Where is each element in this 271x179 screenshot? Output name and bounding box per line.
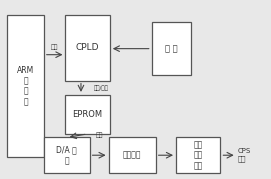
Text: ARM
单
片
机: ARM 单 片 机 bbox=[17, 66, 34, 106]
Bar bbox=[152, 22, 191, 75]
Bar bbox=[176, 137, 220, 173]
Text: 数据: 数据 bbox=[96, 133, 104, 139]
Text: 控制: 控制 bbox=[51, 45, 58, 50]
Bar bbox=[109, 137, 156, 173]
Text: 鉴分
处理
电路: 鉴分 处理 电路 bbox=[193, 140, 203, 170]
Text: 控制/地址: 控制/地址 bbox=[94, 85, 109, 91]
Text: EPROM: EPROM bbox=[73, 110, 103, 119]
Text: 时 钟: 时 钟 bbox=[165, 44, 178, 53]
Text: CPLD: CPLD bbox=[76, 43, 99, 52]
Bar bbox=[65, 95, 110, 134]
Bar bbox=[65, 15, 110, 81]
Bar bbox=[44, 137, 90, 173]
Text: D/A 转
换: D/A 转 换 bbox=[56, 146, 77, 165]
Bar bbox=[7, 15, 44, 157]
Text: 滤波电路: 滤波电路 bbox=[123, 151, 141, 160]
Text: CPS
信号: CPS 信号 bbox=[238, 148, 251, 162]
